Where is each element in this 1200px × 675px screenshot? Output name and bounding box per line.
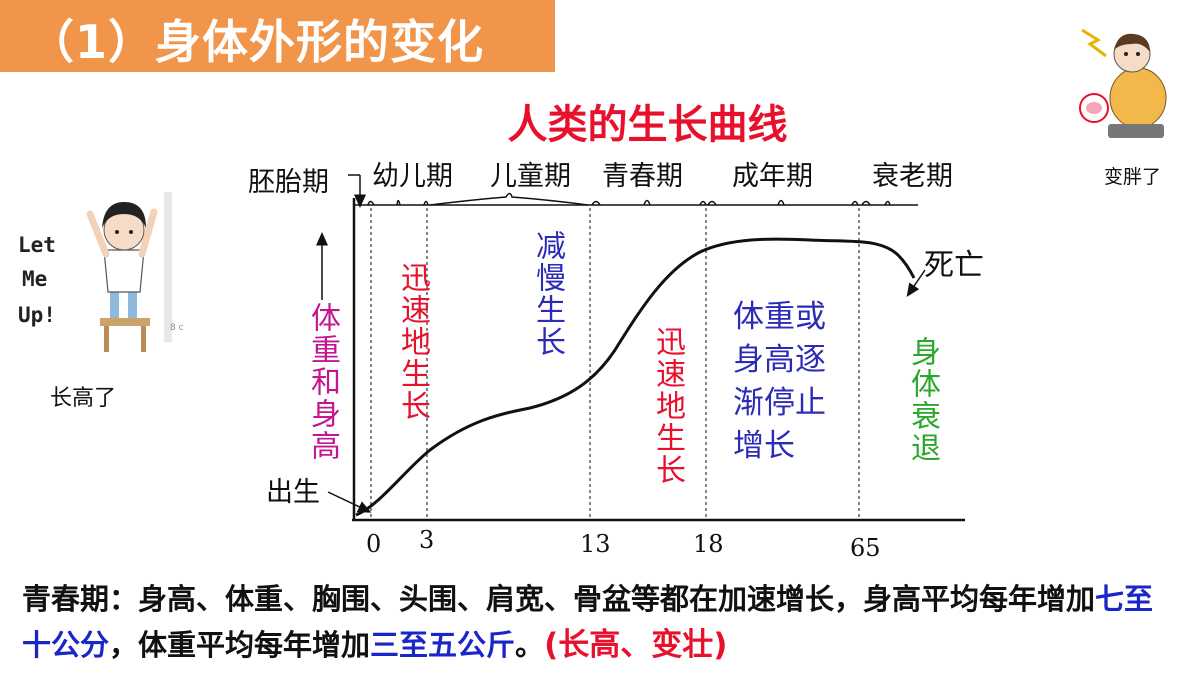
annotation-rapid-growth-1: 迅速地生长	[395, 262, 430, 422]
summary-part-2: ，体重平均每年增加	[109, 628, 371, 662]
stage-label-child: 儿童期	[490, 161, 571, 192]
tick-13: 13	[580, 530, 611, 558]
stage-label-embryo: 胚胎期	[248, 167, 329, 198]
summary-highlight-weight: 三至五公斤	[370, 628, 516, 662]
speech-letters: Let Me Up!	[18, 233, 56, 327]
chart-title: 人类的生长曲线	[507, 102, 788, 148]
brace-chengnian	[707, 199, 859, 206]
title-bar	[0, 0, 555, 72]
summary-highlight-height: 七至十公分	[22, 582, 1154, 662]
brace-qingchun	[591, 199, 707, 206]
speech-up: Up!	[18, 303, 56, 327]
gain-weight-caption: 变胖了	[1104, 166, 1162, 188]
y-axis-label: 体重和身高	[305, 302, 340, 462]
annotation-stop-growth-line-1: 体重或	[733, 299, 826, 335]
speech-me: Me	[22, 267, 47, 291]
death-label: 死亡	[924, 248, 984, 283]
annotation-stop-growth-line-4: 增长	[733, 428, 795, 464]
growth-curve	[355, 237, 916, 517]
annotation-stop-growth-line-2: 身高逐	[733, 342, 826, 378]
summary-part-3: 。	[515, 628, 545, 662]
growing-kid-illustration: 8 c Let Me Up!	[18, 192, 184, 352]
grow-taller-caption: 长高了	[50, 386, 117, 411]
stage-label-puberty: 青春期	[602, 161, 683, 192]
summary-text: 青春期：身高、体重、胸围、头围、肩宽、骨盆等都在加速增长，身高平均每年增加七至十…	[22, 576, 1182, 668]
stage-label-adult: 成年期	[732, 161, 813, 192]
tick-18: 18	[693, 530, 724, 558]
tick-65: 65	[850, 534, 881, 562]
page-title: （1）身体外形的变化	[28, 15, 485, 69]
stage-label-infant: 幼儿期	[372, 161, 453, 192]
summary-part-1: 青春期：身高、体重、胸围、头围、肩宽、骨盆等都在加速增长，身高平均每年增加	[22, 582, 1096, 616]
birth-arrow	[327, 491, 372, 513]
getting-heavier-illustration	[1079, 28, 1167, 138]
annotation-rapid-growth-2: 迅速地生长	[650, 326, 685, 486]
speech-let: Let	[18, 233, 56, 257]
tick-0: 0	[366, 530, 382, 558]
brace-youer	[367, 199, 429, 206]
tick-3: 3	[419, 526, 435, 554]
annotation-stop-growth: 体重或 身高逐 渐停止 增长	[733, 296, 826, 468]
birth-label: 出生	[266, 477, 320, 508]
summary-highlight-conclusion: (长高、变壮)	[544, 627, 728, 663]
stage-label-elderly: 衰老期	[872, 161, 953, 192]
death-arrow	[906, 269, 926, 297]
svg-text:8 c: 8 c	[170, 323, 184, 333]
brace-shuailao	[861, 200, 891, 206]
annotation-decline: 身体衰退	[905, 336, 940, 464]
annotation-stop-growth-line-3: 渐停止	[733, 385, 826, 421]
annotation-slow-growth: 减慢生长	[530, 230, 565, 358]
brace-ertong	[429, 192, 589, 206]
